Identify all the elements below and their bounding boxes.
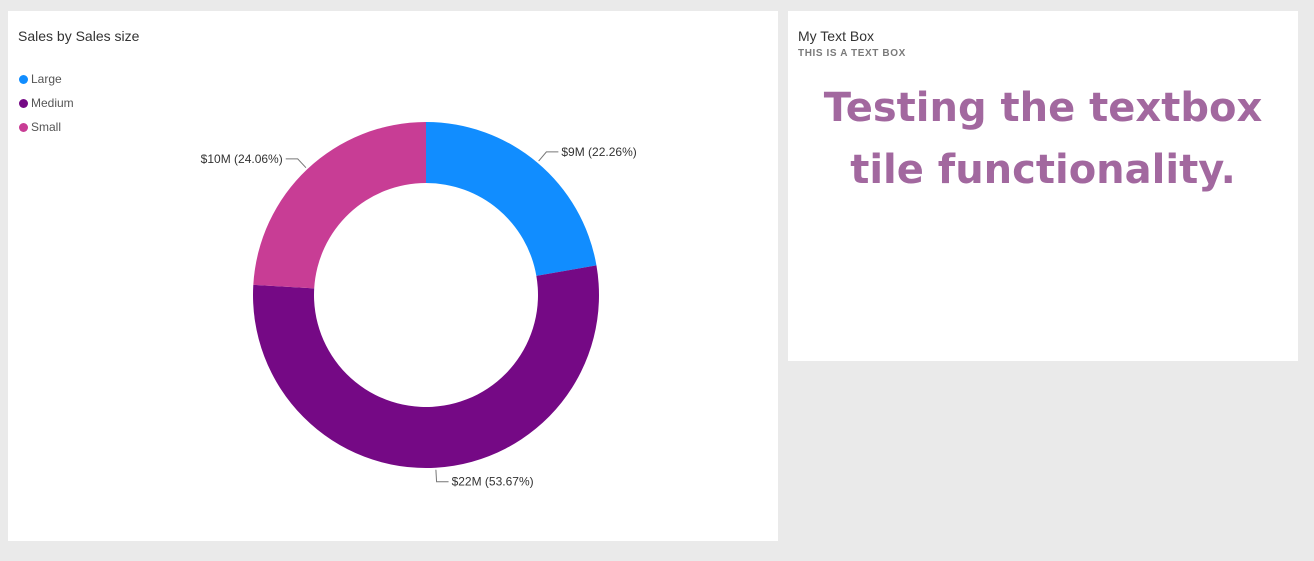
data-label-large: $9M (22.26%) bbox=[561, 145, 636, 159]
legend-label-large: Large bbox=[31, 72, 62, 86]
text-box-body: Testing the textbox tile functionality. bbox=[788, 77, 1298, 201]
chart-legend: Large Medium Small bbox=[19, 67, 74, 139]
leader-line-large bbox=[538, 151, 559, 162]
legend-label-medium: Medium bbox=[31, 96, 74, 110]
legend-dot-small bbox=[19, 122, 28, 132]
legend-item-large[interactable]: Large bbox=[19, 67, 74, 91]
text-box-subtitle: THIS IS A TEXT BOX bbox=[798, 48, 906, 59]
legend-dot-medium bbox=[19, 98, 28, 108]
leader-line-small bbox=[285, 158, 307, 169]
legend-item-small[interactable]: Small bbox=[19, 115, 74, 139]
text-box-body-line-1: Testing the textbox bbox=[823, 85, 1263, 131]
data-label-medium: $22M (53.67%) bbox=[452, 475, 534, 489]
leader-line-medium bbox=[435, 469, 449, 483]
donut-slice-small[interactable] bbox=[253, 122, 426, 289]
chart-tile-title: Sales by Sales size bbox=[18, 28, 140, 44]
legend-label-small: Small bbox=[31, 120, 62, 134]
legend-item-medium[interactable]: Medium bbox=[19, 91, 74, 115]
text-box-body-line-2: tile functionality. bbox=[850, 147, 1236, 193]
text-box-title: My Text Box bbox=[798, 28, 874, 44]
data-label-small: $10M (24.06%) bbox=[201, 152, 283, 166]
legend-dot-large bbox=[19, 74, 28, 84]
donut-chart: $9M (22.26%) $22M (53.67%) $10M (24.06%) bbox=[201, 122, 637, 489]
donut-slice-large[interactable] bbox=[426, 122, 597, 276]
chart-tile[interactable]: Sales by Sales size Large Medium Small $… bbox=[8, 11, 778, 541]
donut-slice-medium[interactable] bbox=[253, 265, 600, 468]
text-box-tile[interactable]: My Text Box THIS IS A TEXT BOX Testing t… bbox=[788, 11, 1298, 361]
